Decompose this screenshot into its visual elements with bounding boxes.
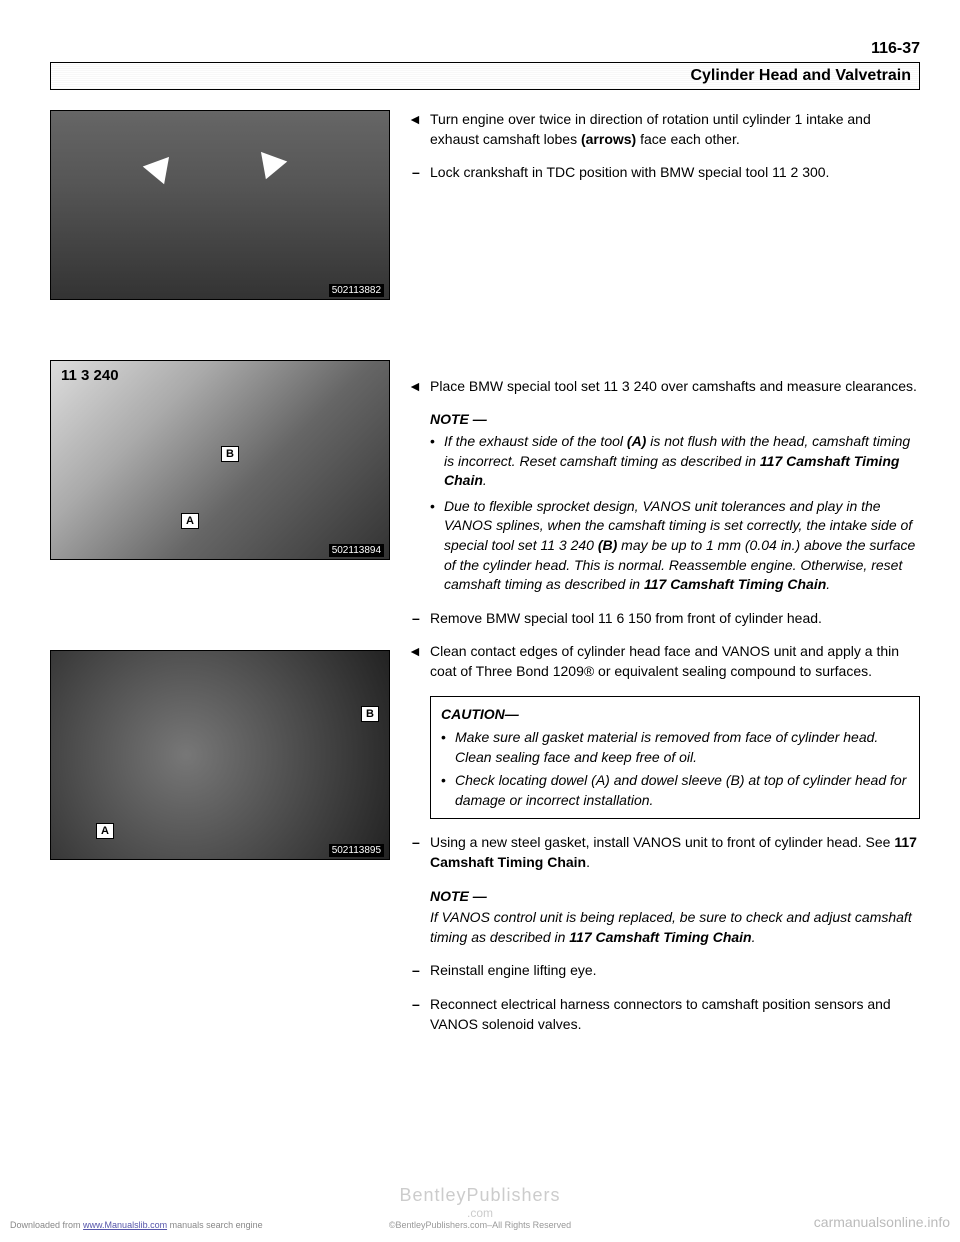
figure-code: 502113894 — [329, 544, 384, 557]
step-text: Clean contact edges of cylinder head fac… — [410, 642, 920, 681]
caution-item: Check locating dowel (A) and dowel sleev… — [441, 771, 909, 810]
step-text: Place BMW special tool set 11 3 240 over… — [410, 377, 920, 397]
note-body: If VANOS control unit is being replaced,… — [410, 908, 920, 947]
step-text: Using a new steel gasket, install VANOS … — [410, 833, 920, 872]
footer-source: Downloaded from www.Manualslib.com manua… — [10, 1220, 263, 1230]
publisher-name: BentleyPublishers — [0, 1185, 960, 1206]
text-bold: (arrows) — [581, 131, 636, 147]
step-text: Reconnect electrical harness connectors … — [410, 995, 920, 1034]
text: manuals search engine — [167, 1220, 263, 1230]
note-label: NOTE — — [410, 410, 920, 430]
left-column: 502113882 11 3 240 A B 502113894 A B 502… — [50, 110, 390, 1048]
text: . — [586, 854, 590, 870]
step-text: Remove BMW special tool 11 6 150 from fr… — [410, 609, 920, 629]
source-link[interactable]: www.Manualslib.com — [83, 1220, 167, 1230]
caution-box: CAUTION— Make sure all gasket material i… — [430, 696, 920, 820]
caution-item: Make sure all gasket material is removed… — [441, 728, 909, 767]
content-area: 502113882 11 3 240 A B 502113894 A B 502… — [50, 110, 920, 1048]
figure-1: 502113882 — [50, 110, 390, 300]
footer-site: carmanualsonline.info — [814, 1214, 950, 1230]
arrow-icon — [143, 157, 178, 189]
text: Downloaded from — [10, 1220, 83, 1230]
note-item: If the exhaust side of the tool (A) is n… — [430, 432, 920, 491]
section-header: Cylinder Head and Valvetrain — [50, 62, 920, 90]
arrow-icon — [253, 152, 288, 184]
caution-list: Make sure all gasket material is removed… — [441, 728, 909, 810]
step-text: Lock crankshaft in TDC position with BMW… — [410, 163, 920, 183]
marker-a: A — [181, 513, 199, 529]
cross-ref: 117 Camshaft Timing Chain — [644, 576, 826, 592]
figure-2: 11 3 240 A B 502113894 — [50, 360, 390, 560]
cross-ref: 117 Camshaft Timing Chain — [569, 929, 751, 945]
marker-b: B — [361, 706, 379, 722]
right-column: Turn engine over twice in direction of r… — [410, 110, 920, 1048]
note-item: Due to flexible sprocket design, VANOS u… — [430, 497, 920, 595]
text: If the exhaust side of the tool — [444, 433, 627, 449]
page-number: 116-37 — [50, 40, 920, 58]
text: . — [826, 576, 830, 592]
step-text: Reinstall engine lifting eye. — [410, 961, 920, 981]
text: face each other. — [636, 131, 740, 147]
text: Using a new steel gasket, install VANOS … — [430, 834, 894, 850]
note-list: If the exhaust side of the tool (A) is n… — [410, 432, 920, 595]
figure-code: 502113882 — [329, 284, 384, 297]
step-text: Turn engine over twice in direction of r… — [410, 110, 920, 149]
caution-label: CAUTION— — [441, 705, 909, 725]
note-label: NOTE — — [410, 887, 920, 907]
text-bold: (B) — [598, 537, 617, 553]
tool-number-label: 11 3 240 — [61, 367, 119, 384]
text-bold: (A) — [627, 433, 646, 449]
text: . — [483, 472, 487, 488]
figure-3: A B 502113895 — [50, 650, 390, 860]
marker-a: A — [96, 823, 114, 839]
marker-b: B — [221, 446, 239, 462]
text: . — [752, 929, 756, 945]
figure-code: 502113895 — [329, 844, 384, 857]
